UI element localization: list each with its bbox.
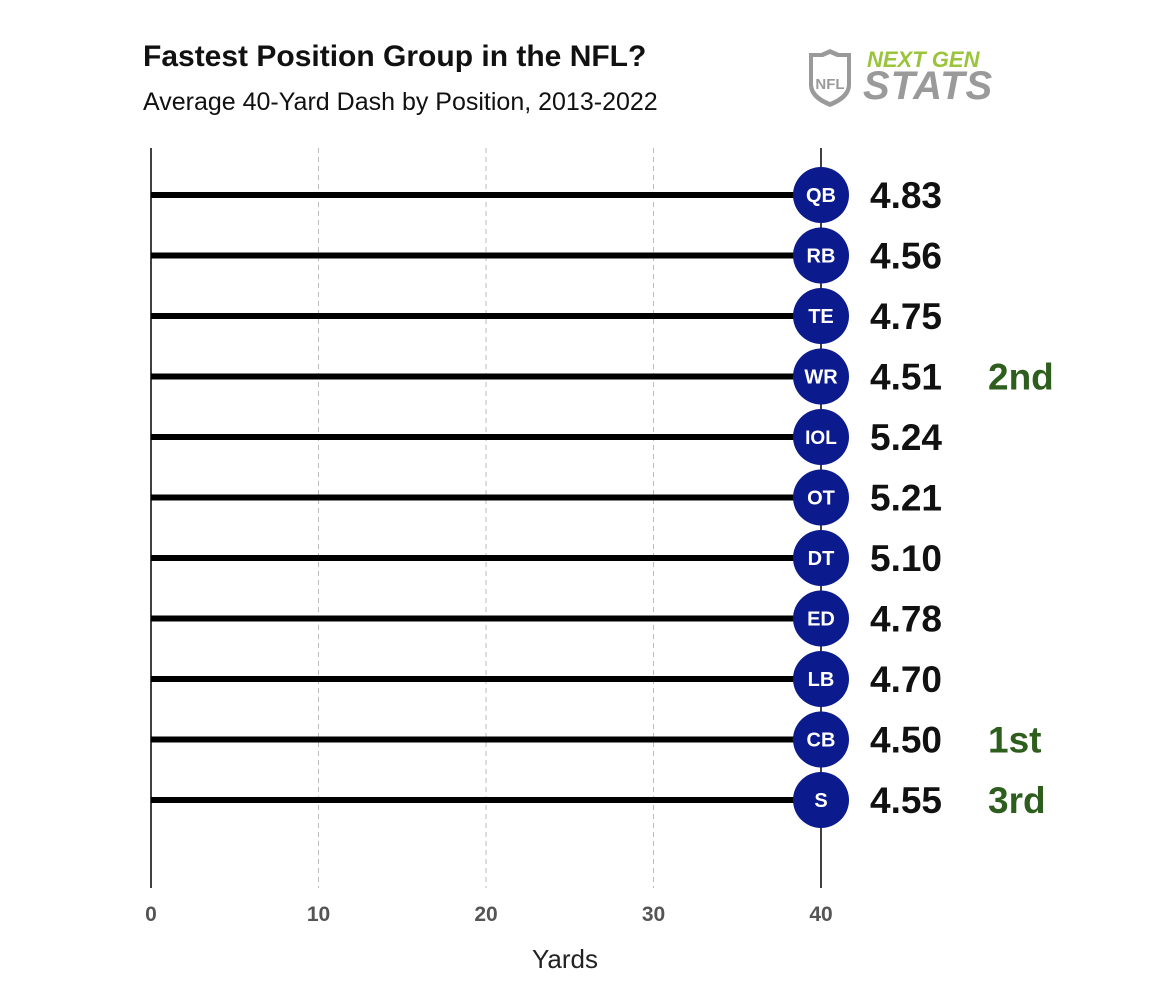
marker-te bbox=[793, 288, 849, 344]
time-label-dt: 5.10 bbox=[870, 538, 942, 579]
x-tick-label: 40 bbox=[809, 903, 832, 926]
x-tick-label: 10 bbox=[307, 903, 330, 926]
marker-label-s: S bbox=[814, 790, 827, 812]
marker-label-rb: RB bbox=[807, 246, 836, 268]
marker-ed bbox=[793, 590, 849, 647]
marker-label-iol: IOL bbox=[805, 428, 837, 449]
next-gen-stats-logo: NFL NEXT GEN STATS bbox=[805, 47, 1015, 109]
marker-lb bbox=[793, 651, 849, 707]
time-label-rb: 4.56 bbox=[870, 236, 942, 277]
rank-label-cb: 1st bbox=[988, 720, 1041, 761]
time-label-te: 4.75 bbox=[870, 296, 942, 337]
logo-next-gen: NEXT GEN bbox=[867, 47, 980, 72]
x-tick-label: 0 bbox=[145, 903, 157, 926]
marker-label-cb: CB bbox=[807, 730, 836, 752]
marker-iol bbox=[793, 409, 849, 465]
marker-label-ed: ED bbox=[807, 609, 835, 631]
time-label-ot: 5.21 bbox=[870, 478, 942, 519]
marker-label-ot: OT bbox=[807, 488, 835, 510]
marker-rb bbox=[793, 227, 849, 284]
marker-ot bbox=[793, 469, 849, 526]
rank-label-s: 3rd bbox=[988, 780, 1046, 821]
chart-subtitle: Average 40-Yard Dash by Position, 2013-2… bbox=[143, 88, 658, 116]
marker-label-lb: LB bbox=[808, 669, 835, 691]
logo-stats: STATS bbox=[863, 64, 994, 108]
bars-layer bbox=[151, 167, 849, 828]
time-label-cb: 4.50 bbox=[870, 720, 942, 761]
time-label-wr: 4.51 bbox=[870, 357, 942, 398]
x-tick-label: 30 bbox=[642, 903, 665, 926]
time-label-qb: 4.83 bbox=[870, 175, 942, 216]
marker-label-dt: DT bbox=[808, 548, 835, 570]
marker-label-qb: QB bbox=[806, 185, 836, 207]
marker-label-wr: WR bbox=[804, 367, 838, 389]
x-axis-label: Yards bbox=[532, 944, 598, 974]
grid-layer bbox=[318, 148, 654, 888]
marker-cb bbox=[793, 711, 849, 768]
time-label-iol: 5.24 bbox=[870, 417, 942, 458]
marker-dt bbox=[793, 530, 849, 586]
marker-qb bbox=[793, 167, 849, 223]
labels-layer: 0 10 20 30 40 QB 4.83 RB 4.56 TE 4.75 WR 4.51 2nd IOL 5… bbox=[145, 175, 1054, 926]
time-label-s: 4.55 bbox=[870, 780, 942, 821]
time-label-ed: 4.78 bbox=[870, 599, 942, 640]
marker-wr bbox=[793, 348, 849, 405]
nfl-shield-icon: NFL bbox=[809, 49, 851, 107]
nfl-shield-text: NFL bbox=[815, 76, 844, 93]
chart-title: Fastest Position Group in the NFL? bbox=[143, 40, 647, 73]
rank-label-wr: 2nd bbox=[988, 357, 1054, 398]
marker-label-te: TE bbox=[808, 306, 834, 328]
time-label-lb: 4.70 bbox=[870, 659, 942, 700]
x-tick-label: 20 bbox=[474, 903, 497, 926]
marker-s bbox=[793, 772, 849, 828]
